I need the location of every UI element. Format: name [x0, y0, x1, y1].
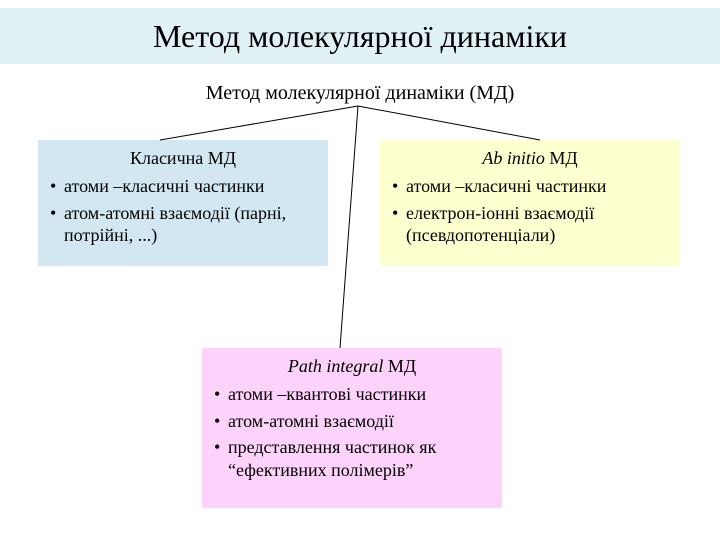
list-item: представлення частинок як “ефективних по…: [214, 436, 490, 481]
list-item: атом-атомні взаємодії: [214, 410, 490, 433]
list-item: атоми –квантові частинки: [214, 383, 490, 406]
box-pathintegral-title-italic: Path integral: [288, 356, 384, 376]
list-item: атоми –класичні частинки: [50, 175, 316, 198]
box-pathintegral-list: атоми –квантові частинки атом-атомні вза…: [214, 383, 490, 481]
list-item: електрон-іонні взаємодії (псевдопотенціа…: [392, 202, 668, 247]
subtitle-text: Метод молекулярної динаміки (МД): [206, 82, 515, 104]
list-item: атоми –класичні частинки: [392, 175, 668, 198]
connector-line: [358, 106, 540, 140]
box-abinitio-md: Ab initio МД атоми –класичні частинки ел…: [380, 140, 680, 266]
box-classical-title-plain: Класична МД: [130, 148, 236, 168]
box-pathintegral-title: Path integral МД: [214, 356, 490, 377]
box-classical-list: атоми –класичні частинки атом-атомні вза…: [50, 175, 316, 247]
box-abinitio-list: атоми –класичні частинки електрон-іонні …: [392, 175, 668, 247]
title-band: Метод молекулярної динаміки: [0, 8, 720, 64]
box-classical-title: Класична МД: [50, 148, 316, 169]
box-path-integral-md: Path integral МД атоми –квантові частинк…: [202, 348, 502, 508]
box-pathintegral-title-plain: МД: [383, 356, 416, 376]
box-abinitio-title: Ab initio МД: [392, 148, 668, 169]
box-classical-md: Класична МД атоми –класичні частинки ато…: [38, 140, 328, 266]
box-abinitio-title-plain: МД: [545, 148, 578, 168]
connector-line: [160, 106, 358, 140]
connector-line: [340, 106, 358, 348]
slide-title: Метод молекулярної динаміки: [153, 18, 567, 55]
subtitle: Метод молекулярної динаміки (МД): [0, 82, 720, 105]
box-abinitio-title-italic: Ab initio: [482, 148, 545, 168]
list-item: атом-атомні взаємодії (парні, потрійні, …: [50, 202, 316, 247]
